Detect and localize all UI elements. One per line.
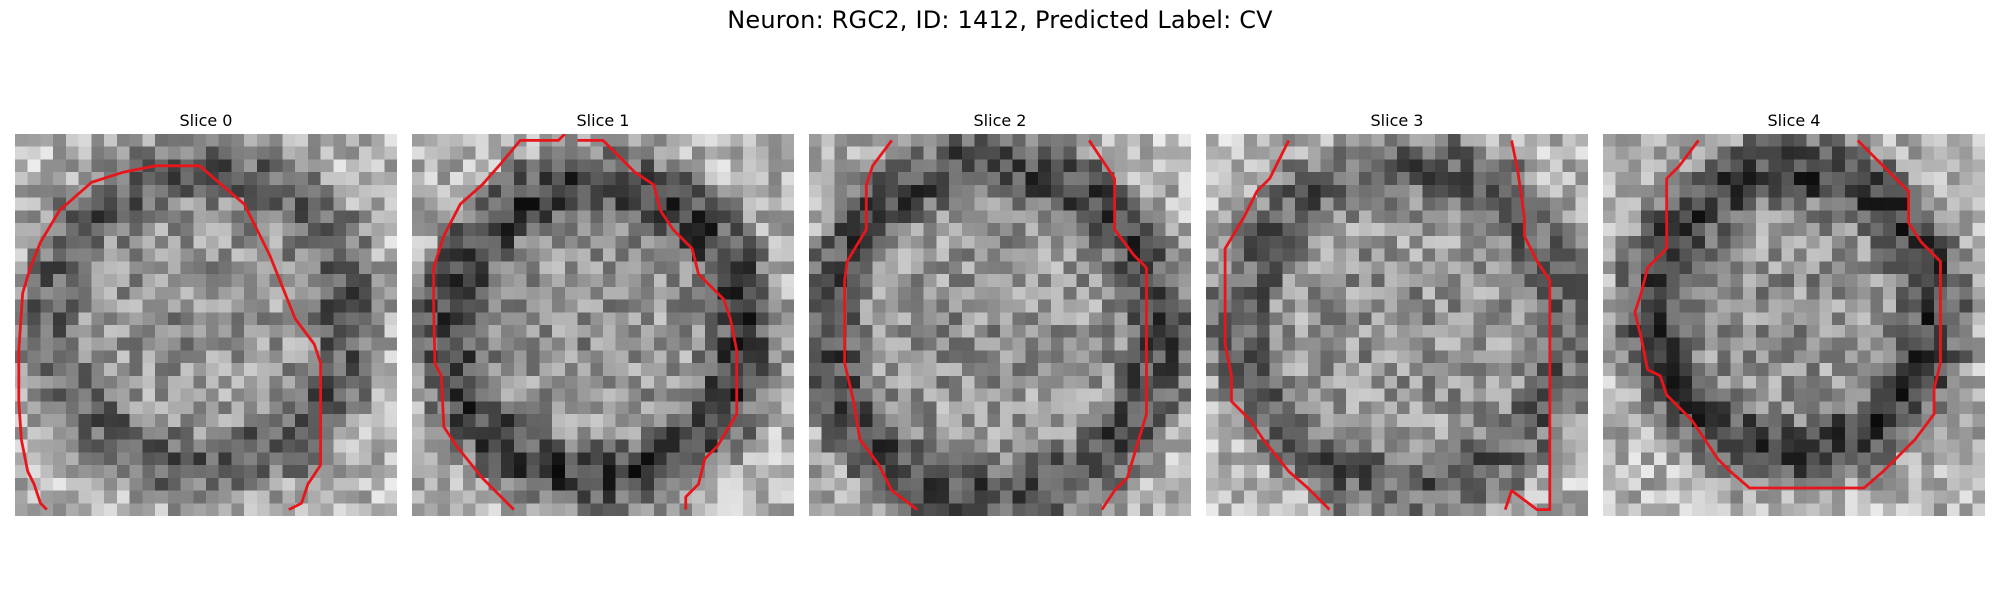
contour-line-2-0	[843, 139, 919, 511]
contour-line-1-0	[432, 134, 566, 511]
figure-title: Neuron: RGC2, ID: 1412, Predicted Label:…	[727, 6, 1273, 34]
slice-panel-0: Slice 0	[15, 108, 397, 516]
slice-image-4	[1603, 134, 1985, 516]
slice-image-1	[412, 134, 794, 516]
slice-title-4: Slice 4	[1767, 111, 1821, 130]
slice-panel-4: Slice 4	[1603, 108, 1985, 516]
slice-title-0: Slice 0	[179, 111, 233, 130]
slice-panel-1: Slice 1	[412, 108, 794, 516]
slice-title-1: Slice 1	[576, 111, 630, 130]
contour-line-3-1	[1503, 140, 1552, 512]
slice-panel-2: Slice 2	[809, 108, 1191, 516]
contour-line-3-0	[1223, 139, 1331, 511]
slice-title-2: Slice 2	[973, 111, 1027, 130]
slice-image-3	[1206, 134, 1588, 516]
contour-line-0-0	[17, 164, 323, 511]
slice-panel-3: Slice 3	[1206, 108, 1588, 516]
slice-image-0	[15, 134, 397, 516]
slice-title-3: Slice 3	[1370, 111, 1424, 130]
contour-line-4-0	[1633, 139, 1942, 490]
contour-line-2-1	[1087, 139, 1148, 511]
contour-line-1-1	[577, 138, 739, 510]
slice-image-2	[809, 134, 1191, 516]
